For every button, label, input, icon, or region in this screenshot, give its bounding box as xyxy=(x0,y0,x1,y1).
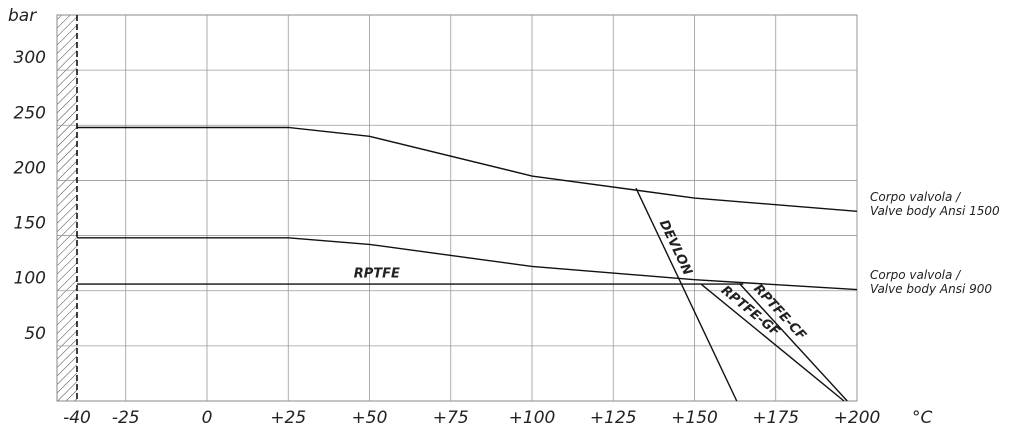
y-tick-label: 200 xyxy=(14,158,46,178)
series-line xyxy=(77,237,858,291)
x-tick-label: +150 xyxy=(671,408,718,428)
y-tick-label: 300 xyxy=(14,48,46,68)
x-tick-label: -25 xyxy=(112,408,140,428)
hatch-area xyxy=(57,15,77,401)
x-tick-label: +25 xyxy=(270,408,306,428)
y-tick-label: 250 xyxy=(14,103,46,123)
series-label: RPTFE xyxy=(354,267,400,282)
y-tick-label: 100 xyxy=(14,269,46,289)
x-tick-label: +125 xyxy=(590,408,637,428)
x-tick-label: +50 xyxy=(352,408,388,428)
x-tick-label: +175 xyxy=(752,408,799,428)
series-line xyxy=(739,283,848,402)
series-line xyxy=(635,187,738,402)
x-tick-label: +75 xyxy=(433,408,469,428)
y-tick-label: 50 xyxy=(24,324,46,344)
series-label: Corpo valvola / xyxy=(870,190,962,204)
series-label: Corpo valvola / xyxy=(870,268,962,282)
x-tick-label: 0 xyxy=(202,408,213,428)
x-tick-label: +200 xyxy=(834,408,881,428)
plot-border xyxy=(56,14,858,402)
x-axis-label: °C xyxy=(912,408,933,428)
series-label: Valve body Ansi 1500 xyxy=(870,204,1000,218)
x-tick-label: +100 xyxy=(509,408,556,428)
y-axis-label: bar xyxy=(8,6,37,26)
y-tick-label: 150 xyxy=(14,214,46,234)
series-line xyxy=(700,283,845,402)
x-tick-label: -40 xyxy=(63,408,91,428)
series-label: DEVLON xyxy=(656,218,695,278)
series-line xyxy=(77,126,858,213)
series-label: Valve body Ansi 900 xyxy=(870,282,992,296)
